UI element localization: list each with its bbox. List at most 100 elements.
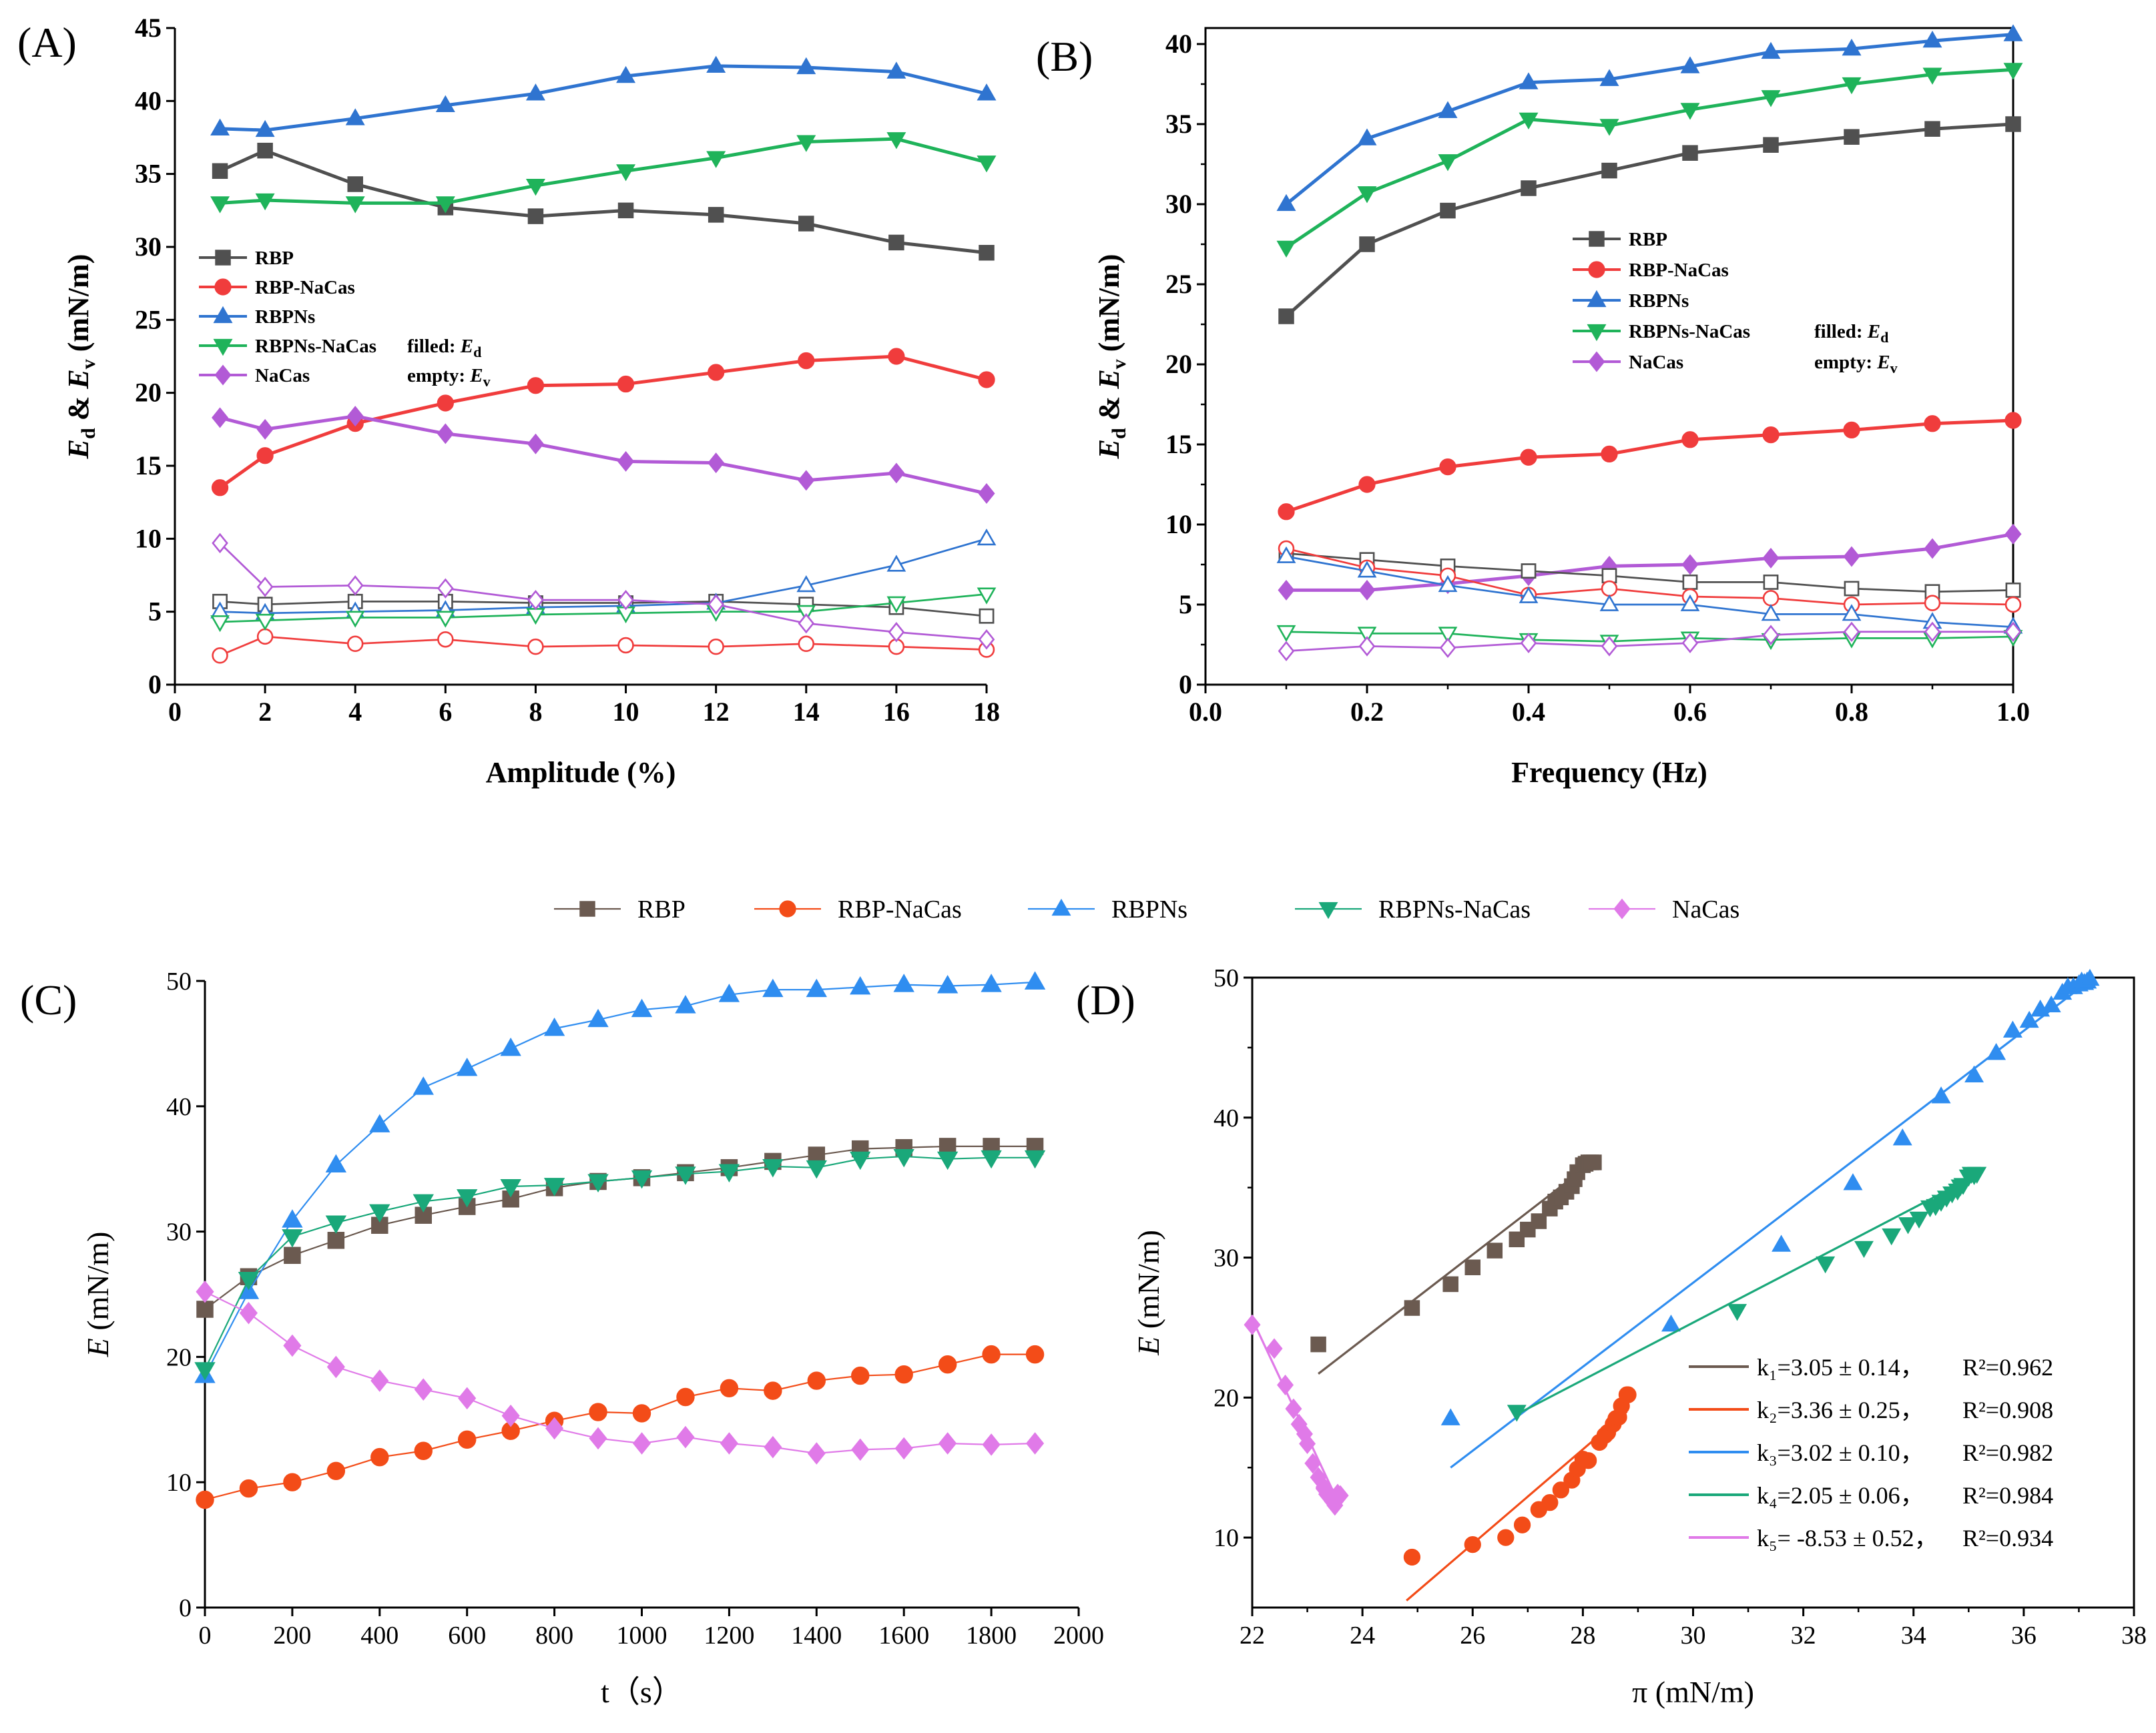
x-tick-label: 38 bbox=[2121, 1622, 2147, 1650]
data-point-rbpns bbox=[457, 1057, 478, 1076]
y-tick-label: 45 bbox=[135, 13, 162, 43]
y-tick-label: 40 bbox=[1165, 29, 1192, 59]
data-point-rbp bbox=[888, 234, 904, 251]
data-point-rbp bbox=[1278, 308, 1294, 324]
data-point-rbpns-nacas bbox=[1967, 1166, 1987, 1184]
data-point-nacas bbox=[1244, 1314, 1261, 1335]
data-point-rbp-nacas bbox=[414, 1441, 433, 1460]
data-point-nacas bbox=[978, 483, 995, 504]
y-tick-label: 30 bbox=[166, 1219, 192, 1247]
data-point-rbpns-nacas bbox=[194, 1362, 216, 1381]
data-point-rbpns bbox=[850, 976, 871, 995]
data-point-rbpns bbox=[2080, 968, 2100, 986]
series-line-rbp-ev bbox=[1286, 552, 2014, 593]
data-point-rbpns-nacas bbox=[936, 1151, 959, 1170]
data-point-nacas bbox=[2004, 523, 2022, 545]
y-tick-label: 10 bbox=[135, 523, 162, 553]
data-point-nacas-ev bbox=[978, 629, 995, 650]
data-point-rbp-ev bbox=[1682, 574, 1698, 590]
data-point-rbpns-ev bbox=[1680, 594, 1700, 611]
data-point-nacas bbox=[708, 452, 725, 474]
legend-label-rbpns: RBPNs bbox=[255, 306, 315, 328]
data-point-nacas bbox=[326, 1355, 345, 1379]
data-point-rbpns bbox=[1772, 1235, 1792, 1252]
data-point-rbp-nacas-ev bbox=[798, 635, 815, 653]
y-tick-label: 20 bbox=[166, 1343, 192, 1371]
x-tick-label: 22 bbox=[1240, 1622, 1265, 1650]
y-tick-label: 50 bbox=[1214, 964, 1239, 992]
y-tick-label: 25 bbox=[135, 304, 162, 334]
data-point-rbp-nacas-ev bbox=[1601, 580, 1618, 597]
data-point-rbp bbox=[617, 202, 634, 219]
fit-legend-k: k₃=3.02 ± 0.10， bbox=[1757, 1439, 1924, 1466]
data-point-rbpns-nacas bbox=[1357, 186, 1377, 204]
data-point-rbpns-nacas bbox=[981, 1150, 1002, 1169]
data-point-rbpns-nacas bbox=[1816, 1256, 1836, 1274]
data-point-rbp-nacas bbox=[1762, 426, 1780, 444]
data-point-rbpns-nacas bbox=[977, 155, 997, 173]
x-tick-label: 24 bbox=[1350, 1622, 1375, 1650]
fit-line-rbpns bbox=[1450, 979, 2091, 1469]
x-tick-label: 800 bbox=[535, 1622, 573, 1650]
chart-B: 0.0 0.2 0.4 0.6 0.8 1.0 0 5 10 15 20 25 30 35 40 (B) Fre… bbox=[1036, 24, 2030, 789]
x-tick-label: 32 bbox=[1791, 1622, 1816, 1650]
data-point-nacas-ev bbox=[346, 575, 364, 596]
data-point-rbp-nacas bbox=[764, 1381, 782, 1400]
data-point-rbp bbox=[1404, 1300, 1420, 1316]
legend-marker-rbpns bbox=[1051, 898, 1071, 916]
data-point-rbp bbox=[1487, 1243, 1503, 1259]
y-tick-label: 20 bbox=[1165, 349, 1192, 379]
data-point-rbpns-nacas bbox=[1950, 1179, 1970, 1196]
data-point-rbpns-nacas bbox=[2003, 63, 2023, 80]
data-point-rbpns bbox=[1843, 1173, 1863, 1190]
x-tick-label: 0.4 bbox=[1512, 697, 1545, 727]
x-tick-label: 16 bbox=[883, 697, 910, 727]
fit-line-rbp-nacas bbox=[1406, 1411, 1628, 1602]
data-point-rbpns bbox=[210, 118, 230, 135]
data-point-rbp-nacas bbox=[1580, 1452, 1597, 1469]
series-line-rbpns-ev bbox=[220, 538, 987, 615]
data-point-rbp bbox=[979, 244, 995, 261]
data-point-nacas bbox=[1924, 538, 1941, 559]
series-line-rbpns bbox=[204, 981, 1035, 1377]
y-tick-label: 0 bbox=[148, 669, 162, 699]
x-tick-label: 1200 bbox=[704, 1622, 754, 1650]
fit-legend-k: k₅= -8.53 ± 0.52， bbox=[1757, 1525, 1938, 1551]
y-tick-label: 30 bbox=[135, 232, 162, 262]
legend-marker-rbp bbox=[1589, 231, 1605, 247]
data-point-rbpns-nacas bbox=[706, 151, 726, 168]
data-point-nacas-ev bbox=[1924, 621, 1941, 643]
y-tick-label: 5 bbox=[148, 597, 162, 627]
data-point-rbpns-ev bbox=[796, 575, 816, 593]
data-point-rbp bbox=[196, 1301, 214, 1318]
y-tick-label: 15 bbox=[135, 450, 162, 480]
data-point-nacas bbox=[212, 407, 229, 428]
data-point-rbpns-nacas bbox=[255, 193, 275, 211]
data-point-rbpns-nacas bbox=[893, 1148, 914, 1168]
data-point-rbp-nacas bbox=[1601, 445, 1618, 463]
data-point-rbpns-nacas bbox=[500, 1179, 521, 1198]
panel-label: (C) bbox=[20, 976, 77, 1024]
data-point-rbp bbox=[708, 207, 724, 223]
data-point-rbpns bbox=[1964, 1065, 1984, 1082]
data-point-rbp bbox=[1440, 202, 1456, 219]
data-point-rbpns-nacas-ev bbox=[1438, 627, 1458, 644]
data-point-rbp-nacas bbox=[807, 1371, 826, 1390]
y-axis-label: Ed & Ev (mN/m) bbox=[62, 254, 99, 460]
data-point-rbp-nacas bbox=[1025, 1345, 1045, 1364]
data-point-rbpns-nacas bbox=[435, 196, 455, 214]
data-point-rbp bbox=[527, 208, 544, 224]
fit-legend-r2: R²=0.934 bbox=[1962, 1525, 2053, 1551]
data-point-rbp-nacas-ev bbox=[256, 628, 274, 645]
data-point-nacas bbox=[851, 1438, 870, 1461]
y-tick-label: 0 bbox=[179, 1594, 192, 1622]
data-point-nacas bbox=[617, 450, 635, 472]
series-line-nacas-ev bbox=[219, 542, 987, 641]
data-point-rbpns-nacas bbox=[457, 1189, 478, 1208]
data-point-rbp-nacas-ev bbox=[527, 638, 544, 655]
data-point-rbp-nacas bbox=[1497, 1529, 1515, 1546]
legend-label-rbp-nacas: RBP-NaCas bbox=[255, 277, 355, 298]
x-tick-label: 1000 bbox=[617, 1622, 667, 1650]
data-point-nacas-ev bbox=[212, 533, 228, 554]
series-line-rbp-nacas bbox=[1286, 418, 2014, 514]
